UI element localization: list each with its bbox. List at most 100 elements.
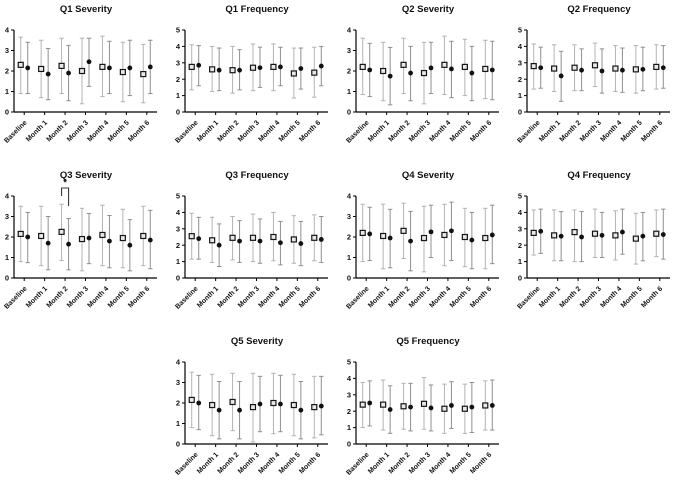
y-tick-label: 4 [347, 26, 352, 35]
x-tick-label: Month 6 [298, 285, 322, 309]
circle-marker [278, 401, 283, 407]
x-tick-label: Baseline [174, 451, 199, 476]
circle-marker [538, 228, 544, 234]
circle-marker [147, 237, 153, 243]
circle-marker [558, 73, 564, 79]
square-marker [17, 230, 24, 238]
y-tick-label: 3 [176, 378, 180, 387]
square-marker [38, 232, 45, 240]
square-marker [99, 63, 106, 71]
y-tick-label: 1 [176, 257, 180, 266]
square-marker [188, 396, 195, 404]
square-marker [420, 400, 428, 407]
circle-marker [298, 66, 304, 71]
y-tick-label: 2 [176, 75, 180, 84]
square-marker [380, 232, 387, 240]
square-marker [571, 64, 578, 71]
square-marker [290, 401, 297, 409]
circle-marker [620, 67, 625, 73]
y-tick-label: 3 [518, 58, 522, 67]
y-tick-label: 4 [347, 374, 352, 383]
circle-marker [147, 64, 153, 70]
y-tick-label: 1 [5, 87, 9, 96]
square-marker [612, 232, 619, 239]
y-tick-label: 3 [5, 46, 9, 55]
circle-marker [387, 235, 393, 241]
x-tick-label: Baseline [174, 119, 199, 144]
circle-marker [86, 59, 92, 65]
x-tick-label: Month 6 [298, 119, 322, 143]
circle-marker [469, 404, 475, 410]
circle-marker [257, 65, 263, 71]
circle-marker [196, 62, 202, 68]
y-tick-label: 1 [176, 91, 180, 100]
chart-title: Q2 Frequency [567, 4, 631, 15]
y-tick-label: 2 [176, 241, 180, 250]
circle-marker [298, 407, 304, 413]
square-marker [78, 67, 86, 75]
x-tick-label: Baseline [516, 119, 541, 144]
square-marker [58, 62, 65, 69]
x-tick-label: Baseline [345, 285, 370, 310]
y-tick-label: 1 [176, 419, 180, 428]
circle-marker [640, 233, 646, 239]
square-marker [551, 65, 558, 72]
circle-marker [449, 228, 454, 234]
square-marker [140, 70, 147, 78]
y-tick-label: 0 [347, 440, 351, 449]
square-marker [591, 62, 599, 69]
square-marker [311, 403, 318, 411]
x-tick-label: Month 6 [298, 451, 322, 475]
y-tick-label: 2 [347, 233, 351, 242]
square-marker [551, 232, 558, 239]
square-marker [229, 67, 236, 74]
chart-title: Q5 Frequency [396, 336, 460, 347]
y-tick-label: 5 [518, 192, 522, 201]
circle-marker [620, 229, 625, 235]
chart-title: Q4 Severity [402, 170, 455, 181]
square-marker [290, 70, 297, 77]
square-marker [612, 65, 619, 72]
circle-marker [558, 233, 564, 239]
square-marker [229, 234, 236, 241]
circle-marker [237, 238, 242, 244]
y-tick-label: 4 [518, 208, 523, 217]
circle-marker [599, 68, 605, 74]
x-tick-label: Month 6 [127, 119, 151, 143]
circle-marker [257, 401, 263, 407]
square-marker [632, 66, 639, 73]
y-tick-label: 4 [347, 192, 352, 201]
y-tick-label: 2 [347, 407, 351, 416]
circle-marker [489, 403, 495, 408]
square-marker [591, 230, 599, 237]
y-tick-label: 0 [347, 108, 351, 117]
chart-q2-frequency: Q2 Frequency 0 1 2 3 4 5 Baseline Month 1 Month … [513, 0, 684, 166]
circle-marker [428, 405, 434, 411]
circle-marker [408, 70, 413, 76]
circle-marker [216, 242, 222, 248]
square-marker [441, 405, 448, 412]
circle-marker [298, 241, 304, 246]
chart-title: Q1 Severity [60, 4, 113, 15]
square-marker [119, 68, 126, 76]
x-tick-label: Baseline [3, 285, 28, 310]
x-tick-label: Month 6 [469, 451, 493, 475]
square-marker [290, 236, 297, 243]
square-marker [311, 69, 318, 76]
x-tick-label: Baseline [3, 119, 28, 144]
circle-marker [127, 65, 133, 71]
square-marker [400, 227, 407, 234]
square-marker [359, 63, 366, 71]
y-tick-label: 4 [5, 26, 10, 35]
square-marker [400, 403, 407, 410]
y-tick-label: 2 [5, 67, 9, 76]
circle-marker [318, 237, 324, 242]
y-tick-label: 4 [176, 358, 181, 367]
y-tick-label: 4 [176, 42, 181, 51]
